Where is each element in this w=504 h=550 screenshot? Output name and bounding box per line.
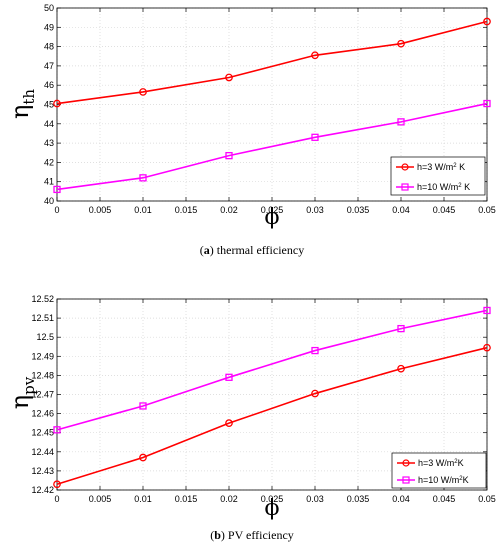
- x-tick-label: 0.005: [89, 205, 112, 215]
- data-point: [483, 306, 491, 315]
- data-point: [53, 185, 61, 194]
- y-tick-label: 12.51: [31, 313, 54, 323]
- x-axis-label: ϕ: [265, 205, 280, 230]
- data-point: [139, 453, 147, 462]
- data-point: [139, 88, 147, 96]
- y-tick-label: 44: [44, 119, 54, 129]
- x-tick-label: 0.035: [347, 494, 370, 504]
- y-tick-label: 12.52: [31, 294, 54, 304]
- data-point: [311, 133, 319, 141]
- y-axis-label: ηth: [6, 89, 38, 119]
- y-tick-label: 48: [44, 42, 54, 52]
- y-tick-label: 12.42: [31, 485, 54, 495]
- x-tick-label: 0.045: [433, 494, 456, 504]
- data-point: [225, 151, 233, 160]
- x-tick-label: 0.05: [478, 205, 496, 215]
- x-tick-label: 0.02: [220, 205, 238, 215]
- figure-caption: (a) thermal efficiency: [200, 243, 304, 257]
- legend-box: [390, 156, 486, 196]
- legend: h=3 W/m2K h=10 W/m2K: [391, 452, 487, 489]
- data-point: [139, 402, 147, 410]
- x-axis-label: ϕ: [265, 496, 280, 521]
- data-point: [225, 419, 233, 427]
- chart-thermal-efficiency: 0 0.005 0.01 0.015 0.02 0.025 0.03 0.035 0.04 0.0…: [6, 3, 496, 257]
- x-tick-label: 0.01: [134, 205, 152, 215]
- data-point: [53, 99, 61, 108]
- figure-caption: (b) PV efficiency: [210, 528, 294, 542]
- x-tick-label: 0.005: [89, 494, 112, 504]
- data-point: [311, 51, 319, 60]
- series-h10: [53, 99, 491, 194]
- y-tick-label: 12.47: [31, 390, 54, 400]
- x-tick-label: 0.03: [306, 205, 324, 215]
- x-tick-label: 0.01: [134, 494, 152, 504]
- data-point: [397, 118, 405, 126]
- legend-marker: [401, 183, 409, 191]
- y-tick-label: 40: [44, 196, 54, 206]
- data-point: [225, 73, 233, 82]
- x-tick-label: 0.025: [261, 494, 284, 504]
- series-line: [56, 309, 488, 431]
- series-h3: [53, 343, 491, 489]
- y-tick-label: 42: [44, 157, 54, 167]
- data-point: [53, 426, 61, 434]
- y-tick-label: 43: [44, 138, 54, 148]
- legend-label: h=10 W/m2 K: [417, 182, 470, 192]
- x-tick-label: 0.045: [433, 205, 456, 215]
- legend-label: h=10 W/m2K: [418, 475, 469, 485]
- y-tick-label: 12.49: [31, 351, 54, 361]
- legend-label: h=3 W/m2 K: [417, 162, 465, 172]
- data-point: [225, 373, 233, 381]
- x-tick-label: 0.015: [175, 494, 198, 504]
- series-h3: [53, 17, 491, 108]
- y-tick-label: 12.43: [31, 466, 54, 476]
- legend-marker: [402, 459, 410, 467]
- x-tick-label: 0.02: [220, 494, 238, 504]
- legend-marker: [401, 163, 409, 171]
- legend-label: h=3 W/m2K: [418, 458, 464, 468]
- legend-marker: [402, 476, 410, 484]
- y-tick-label: 12.44: [31, 447, 54, 457]
- y-tick-label: 50: [44, 3, 54, 13]
- y-tick-label: 12.5: [36, 332, 54, 342]
- x-tick-label: 0.015: [175, 205, 198, 215]
- y-tick-label: 47: [44, 61, 54, 71]
- y-tick-label: 12.48: [31, 370, 54, 380]
- data-point: [483, 99, 491, 108]
- y-tick-label: 41: [44, 177, 54, 187]
- y-tick-label: 12.45: [31, 428, 54, 438]
- x-tick-label: 0.025: [261, 205, 284, 215]
- legend-box: [391, 452, 487, 489]
- series-line: [56, 102, 488, 191]
- data-point: [311, 346, 319, 355]
- data-point: [397, 364, 405, 373]
- x-tick-label: 0.04: [392, 494, 410, 504]
- x-tick-label: 0: [54, 494, 59, 504]
- x-tick-label: 0.035: [347, 205, 370, 215]
- series-line: [56, 346, 488, 486]
- y-tick-label: 49: [44, 22, 54, 32]
- x-tick-label: 0.03: [306, 494, 324, 504]
- x-tick-label: 0.04: [392, 205, 410, 215]
- data-point: [483, 17, 491, 26]
- chart-pv-efficiency: 0 0.005 0.01 0.015 0.02 0.025 0.03 0.035 0.04 0.0…: [6, 294, 496, 542]
- y-tick-label: 45: [44, 100, 54, 110]
- data-point: [311, 389, 319, 398]
- x-tick-label: 0.05: [478, 494, 496, 504]
- data-point: [483, 343, 491, 352]
- data-point: [139, 174, 147, 182]
- series-line: [56, 20, 488, 105]
- data-point: [53, 480, 61, 489]
- y-axis-label: ηpv: [6, 376, 38, 409]
- y-tick-label: 46: [44, 80, 54, 90]
- x-tick-label: 0: [54, 205, 59, 215]
- legend: h=3 W/m2 K h=10 W/m2 K: [390, 156, 486, 196]
- y-tick-label: 12.46: [31, 409, 54, 419]
- data-point: [397, 39, 405, 48]
- data-point: [397, 324, 405, 333]
- series-h10: [53, 306, 491, 434]
